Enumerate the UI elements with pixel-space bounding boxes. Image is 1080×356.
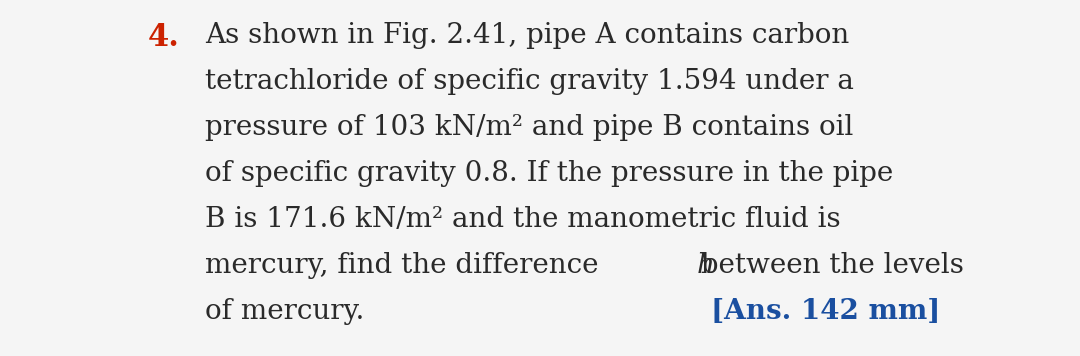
- Text: B is 171.6 kN/m² and the manometric fluid is: B is 171.6 kN/m² and the manometric flui…: [205, 206, 840, 233]
- Text: of specific gravity 0.8. If the pressure in the pipe: of specific gravity 0.8. If the pressure…: [205, 160, 893, 187]
- Text: pressure of 103 kN/m² and pipe B contains oil: pressure of 103 kN/m² and pipe B contain…: [205, 114, 853, 141]
- Text: [Ans. 142 mm]: [Ans. 142 mm]: [711, 298, 940, 325]
- Text: 4.: 4.: [148, 22, 180, 53]
- Text: between the levels: between the levels: [692, 252, 964, 279]
- Text: of mercury.: of mercury.: [205, 298, 364, 325]
- Text: tetrachloride of specific gravity 1.594 under a: tetrachloride of specific gravity 1.594 …: [205, 68, 854, 95]
- Text: h: h: [697, 252, 714, 279]
- Text: mercury, find the difference: mercury, find the difference: [205, 252, 607, 279]
- Text: As shown in Fig. 2.41, pipe A contains carbon: As shown in Fig. 2.41, pipe A contains c…: [205, 22, 849, 49]
